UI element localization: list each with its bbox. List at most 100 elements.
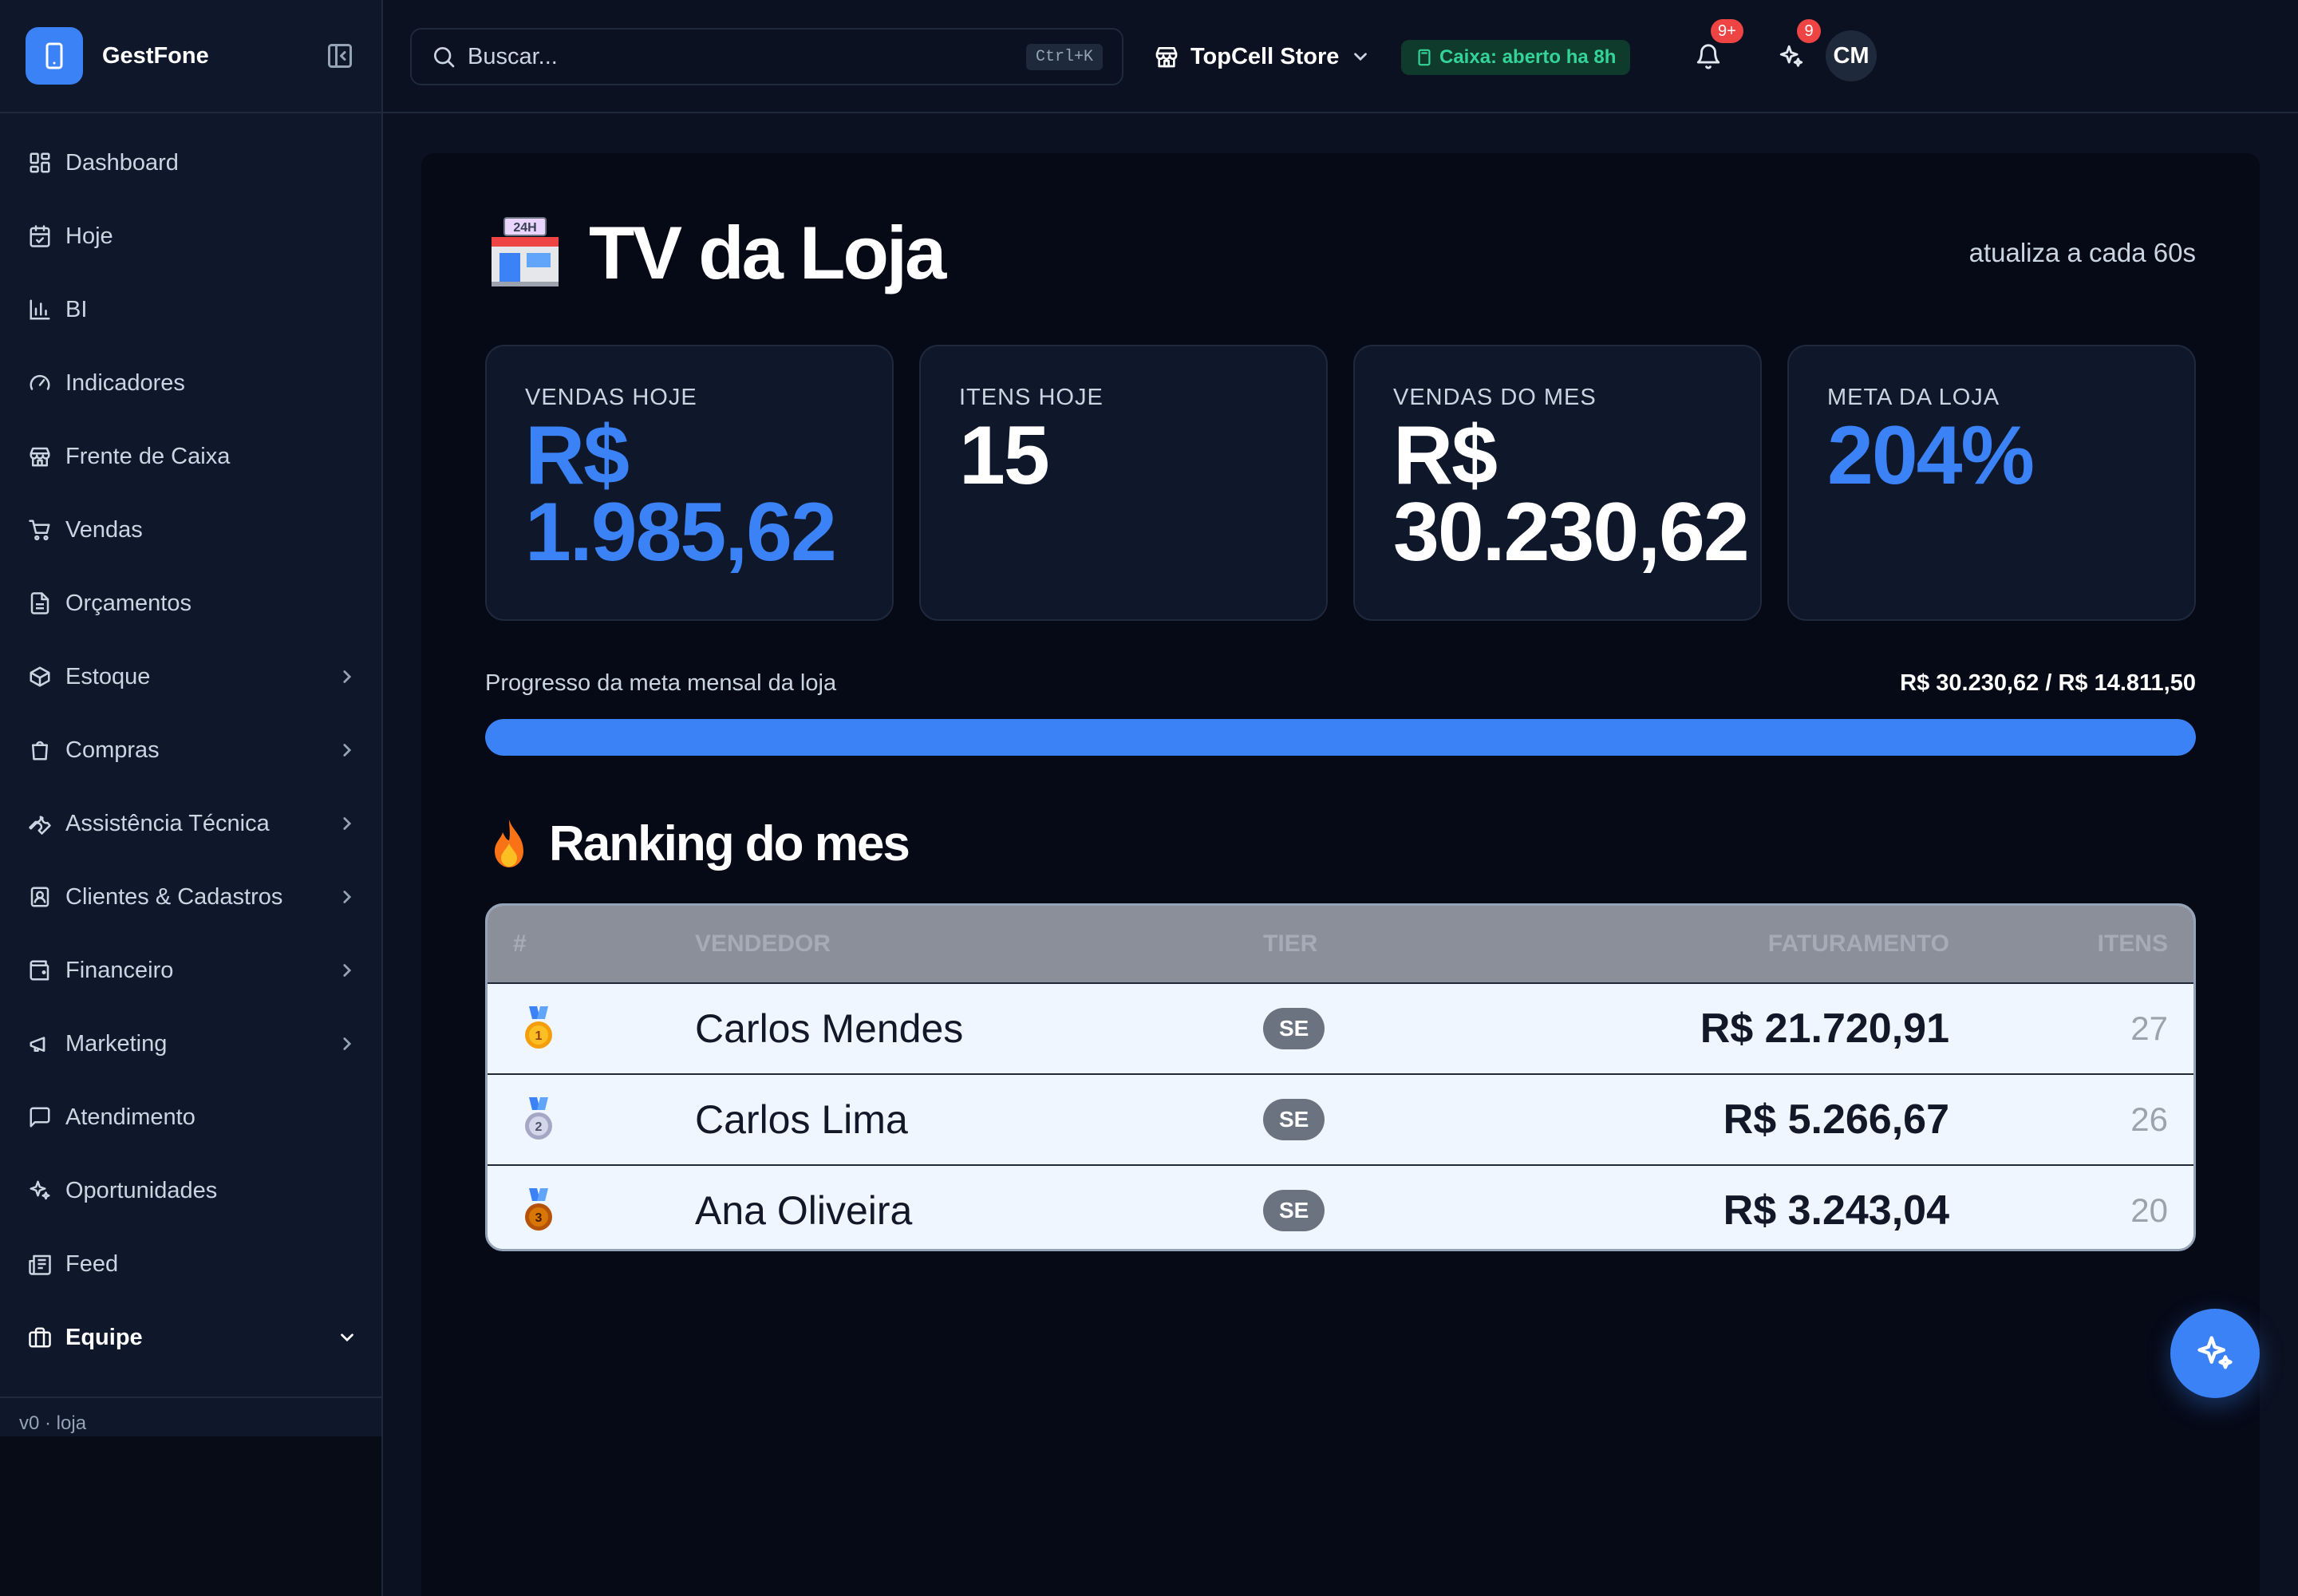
sidebar-item-frente-de-caixa[interactable]: Frente de Caixa — [0, 420, 381, 493]
items-value: 27 — [2130, 1009, 2168, 1047]
brand-name: GestFone — [102, 42, 209, 69]
ai-badge: 9 — [1797, 19, 1821, 43]
chevron-right-icon — [343, 964, 352, 977]
cart-icon — [27, 517, 53, 543]
medal-rank: 3 — [535, 1211, 543, 1225]
refresh-note: atualiza a cada 60s — [1968, 238, 2196, 267]
sparkles-icon — [2197, 1336, 2233, 1369]
chevron-down-icon — [341, 1333, 353, 1342]
seller-name: Carlos Mendes — [695, 1006, 964, 1051]
kpi-value: 15 — [959, 409, 1050, 502]
revenue-value: R$ 5.266,67 — [1723, 1096, 1949, 1143]
sidebar-bottom-area — [0, 1436, 383, 1596]
chevron-right-icon — [343, 1037, 352, 1050]
notifications-button[interactable]: 9+ — [1687, 19, 1743, 78]
sidebar-item-financeiro[interactable]: Financeiro — [0, 934, 381, 1007]
sidebar-item-estoque[interactable]: Estoque — [0, 640, 381, 713]
items-value: 20 — [2130, 1191, 2168, 1229]
column-header-rank: # — [513, 930, 527, 957]
svg-text:24H: 24H — [513, 221, 536, 235]
kpi-card-itens-hoje: ITENS HOJE 15 — [919, 345, 1328, 621]
kpi-label: META DA LOJA — [1827, 385, 2000, 410]
document-icon — [27, 591, 53, 616]
ranking-title: Ranking do mes — [549, 816, 910, 871]
sidebar-item-atendimento[interactable]: Atendimento — [0, 1080, 381, 1154]
rank-cell: 3 — [488, 1188, 695, 1233]
column-header-vendedor: VENDEDOR — [695, 930, 831, 957]
table-row[interactable]: 3 Ana Oliveira SE R$ 3.243,04 20 — [488, 1164, 2193, 1249]
ai-insights-button[interactable]: 9 — [1770, 19, 1821, 78]
sidebar-item-feed[interactable]: Feed — [0, 1227, 381, 1301]
ai-assistant-button[interactable] — [2170, 1309, 2260, 1398]
search-box[interactable]: Ctrl+K — [410, 28, 1123, 85]
kpi-value-amount: 1.985,62 — [525, 486, 837, 579]
gold-medal-icon: 1 — [525, 1006, 552, 1049]
medal-rank: 2 — [535, 1120, 543, 1134]
chevron-right-icon — [343, 891, 352, 903]
sidebar-item-label: Marketing — [65, 1030, 168, 1057]
sidebar-footer: v0 · loja — [0, 1396, 381, 1436]
cash-status-badge[interactable]: Caixa: aberto ha 8h — [1401, 40, 1631, 75]
goal-progress-bar — [485, 719, 2196, 756]
sidebar-item-clientes[interactable]: Clientes & Cadastros — [0, 860, 381, 934]
revenue-value: R$ 3.243,04 — [1723, 1187, 1949, 1234]
column-header-itens: ITENS — [2097, 930, 2168, 957]
sidebar-item-oportunidades[interactable]: Oportunidades — [0, 1154, 381, 1227]
wrench-icon — [27, 811, 53, 836]
gauge-icon — [27, 370, 53, 396]
sidebar-item-label: BI — [65, 296, 88, 322]
sidebar-item-indicadores[interactable]: Indicadores — [0, 346, 381, 420]
sidebar-header: GestFone — [0, 0, 381, 113]
store-selector[interactable]: TopCell Store — [1154, 32, 1371, 81]
kpi-card-vendas-hoje: VENDAS HOJE R$ 1.985,62 — [485, 345, 894, 621]
store-icon — [27, 444, 53, 469]
sidebar-item-marketing[interactable]: Marketing — [0, 1007, 381, 1080]
sidebar-item-equipe[interactable]: Equipe — [0, 1301, 381, 1374]
fire-icon — [495, 819, 523, 867]
column-header-faturamento: FATURAMENTO — [1767, 930, 1949, 957]
store-name: TopCell Store — [1190, 43, 1340, 69]
sidebar-item-compras[interactable]: Compras — [0, 713, 381, 787]
kpi-value: R$ 1.985,62 — [525, 409, 892, 579]
goal-progress-value: R$ 30.230,62 / R$ 14.811,50 — [1900, 670, 2196, 696]
sidebar: GestFone Dashboard Hoje BI Indicadores F… — [0, 0, 383, 1436]
tier-badge: SE — [1263, 1099, 1325, 1140]
goal-progress-fill — [485, 719, 2196, 756]
sidebar-item-orcamentos[interactable]: Orçamentos — [0, 567, 381, 640]
sidebar-item-label: Clientes & Cadastros — [65, 883, 283, 910]
revenue-value: R$ 21.720,91 — [1700, 1005, 1949, 1052]
sidebar-collapse-icon[interactable] — [324, 40, 356, 72]
sparkles-icon — [1779, 45, 1803, 67]
kpi-value-currency: R$ — [525, 409, 630, 502]
sidebar-item-bi[interactable]: BI — [0, 273, 381, 346]
sidebar-item-label: Vendas — [65, 516, 143, 543]
message-icon — [27, 1104, 53, 1130]
briefcase-icon — [27, 1325, 53, 1350]
sidebar-item-label: Hoje — [65, 223, 113, 249]
user-avatar[interactable]: CM — [1826, 30, 1877, 81]
kpi-value: R$ 30.230,62 — [1393, 414, 1760, 574]
sidebar-item-label: Orçamentos — [65, 590, 192, 616]
sidebar-item-label: Compras — [65, 737, 160, 763]
chevron-right-icon — [343, 817, 352, 830]
search-icon — [434, 47, 455, 68]
calculator-icon — [1418, 49, 1431, 66]
phone-logo-icon[interactable] — [26, 27, 83, 85]
megaphone-icon — [27, 1031, 53, 1057]
sidebar-item-assistencia-tecnica[interactable]: Assistência Técnica — [0, 787, 381, 860]
kpi-value: 204% — [1827, 409, 2035, 502]
items-value: 26 — [2130, 1100, 2168, 1138]
rank-cell: 1 — [488, 1006, 695, 1051]
table-row[interactable]: 1 Carlos Mendes SE R$ 21.720,91 27 — [488, 982, 2193, 1073]
tier-cell: SE — [1263, 1190, 1566, 1231]
sidebar-item-label: Atendimento — [65, 1104, 195, 1130]
search-input[interactable] — [468, 43, 1026, 70]
column-header-tier: TIER — [1263, 930, 1318, 957]
sidebar-item-dashboard[interactable]: Dashboard — [0, 126, 381, 200]
sidebar-item-vendas[interactable]: Vendas — [0, 493, 381, 567]
sidebar-item-label: Indicadores — [65, 369, 185, 396]
sidebar-item-hoje[interactable]: Hoje — [0, 200, 381, 273]
table-row[interactable]: 2 Carlos Lima SE R$ 5.266,67 26 — [488, 1073, 2193, 1164]
ranking-header: Ranking do mes — [485, 816, 910, 872]
bar-chart-icon — [27, 297, 53, 322]
